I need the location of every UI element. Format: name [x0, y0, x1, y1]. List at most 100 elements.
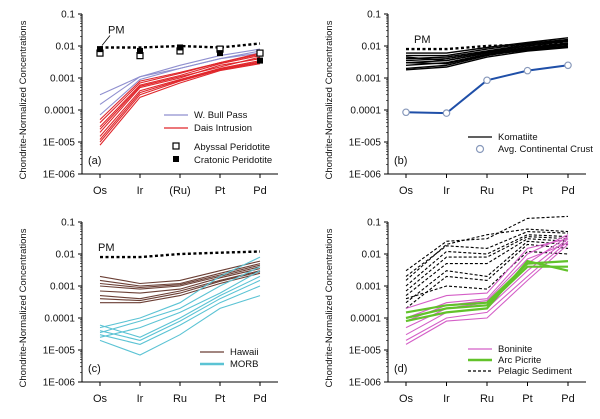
panel-label: (a)	[88, 155, 101, 167]
y-tick-label: 0.1	[367, 218, 381, 229]
series-line-morb	[99, 275, 261, 338]
cratonic-point	[137, 47, 143, 54]
legend-label: Abyssal Peridotite	[194, 142, 270, 153]
series-line-komatiite	[405, 46, 569, 65]
x-tick-label: Ru	[480, 185, 494, 197]
series-line-dais-intrusion	[99, 61, 261, 140]
series-line-komatiite	[405, 46, 569, 71]
cratonic-point	[257, 57, 263, 64]
y-tick-label: 0.001	[50, 282, 75, 293]
series-line-dais-intrusion	[99, 60, 261, 137]
x-tick-label: Pt	[215, 185, 225, 197]
legend-label: Boninite	[498, 344, 532, 355]
x-tick-label: Ru	[173, 393, 187, 405]
y-tick-label: 1E-005	[43, 138, 76, 149]
series-line-komatiite	[406, 38, 569, 57]
continental-crust-point	[402, 108, 410, 117]
series-line-morb	[99, 266, 261, 334]
y-tick-label: 0.01	[362, 250, 382, 261]
legend-label: Hawaii	[230, 347, 259, 358]
x-tick-label: Pt	[522, 393, 532, 405]
y-tick-label: 0.1	[61, 218, 75, 229]
x-tick-label: Ru	[480, 393, 494, 405]
y-axis-label: Chondrite-Normalized Concentrations	[324, 20, 335, 179]
y-tick-label: 1E-005	[43, 346, 76, 357]
series-line-komatiite	[405, 42, 569, 62]
x-tick-label: Ir	[443, 185, 450, 197]
series-line-pelagic-sediment	[405, 250, 569, 300]
x-tick-label: Pd	[561, 185, 574, 197]
panel-d: 1E-006 1E-005 0.0001 0.001 0.01 0.1 Os Ir Ru Pt Pd…	[324, 215, 586, 405]
series-line-morb	[99, 295, 261, 356]
series-line-hawaii	[99, 271, 261, 302]
x-tick-label: Pt	[522, 185, 532, 197]
series-line-pelagic-sediment	[405, 236, 569, 292]
series-line-pelagic-sediment	[405, 240, 569, 304]
y-tick-label: 0.0001	[44, 106, 75, 117]
series-line-pelagic-sediment	[405, 231, 569, 277]
y-tick-label: 0.01	[56, 42, 76, 53]
legend-label: W. Bull Pass	[194, 110, 248, 121]
legend-label: Dais Intrusion	[194, 123, 252, 134]
x-tick-label: Os	[93, 393, 108, 405]
series-line-morb	[99, 270, 261, 338]
y-tick-label: 0.1	[367, 10, 381, 21]
series-line-dais-intrusion	[99, 63, 261, 146]
continental-crust-point	[564, 61, 572, 70]
legend-label: Avg. Continental Crust	[498, 144, 593, 155]
legend-label: MORB	[230, 359, 259, 370]
y-tick-label: 0.01	[56, 250, 76, 261]
panel-a: 1E-006 1E-005 0.0001 0.001 0.01 0.1 Os Ir (Ru) Pt…	[18, 10, 278, 197]
series-line-boninite	[405, 243, 569, 345]
series-line-dais-intrusion	[99, 53, 261, 124]
panel-c: 1E-006 1E-005 0.0001 0.001 0.01 0.1 Os Ir Ru Pt Pd…	[18, 218, 278, 405]
panel-label: (c)	[88, 363, 101, 375]
y-tick-label: 0.0001	[44, 314, 75, 325]
y-tick-label: 0.001	[356, 282, 381, 293]
series-line-morb	[99, 256, 261, 329]
pm-line	[100, 250, 261, 259]
abyssal-point	[256, 49, 264, 57]
x-tick-label: Ir	[137, 185, 144, 197]
x-tick-label: Ir	[137, 393, 144, 405]
x-tick-label: Pt	[215, 393, 225, 405]
series-line-dais-intrusion	[99, 56, 261, 130]
legend-swatch	[173, 156, 179, 162]
y-tick-label: 0.01	[362, 42, 382, 53]
legend-swatch	[172, 142, 180, 150]
legend-swatch	[475, 144, 485, 154]
legend-label: Komatiite	[498, 132, 538, 143]
x-tick-label: Os	[399, 185, 414, 197]
legend-label: Arc Picrite	[498, 355, 541, 366]
x-tick-label: Ir	[443, 393, 450, 405]
continental-crust-point	[523, 66, 532, 75]
series-line-pelagic-sediment	[405, 238, 569, 297]
series-line-arc-picrite	[405, 259, 569, 323]
series-line-pelagic-sediment	[405, 228, 569, 281]
series-line-arc-picrite	[405, 265, 568, 320]
y-tick-label: 0.1	[61, 10, 75, 21]
y-axis-label: Chondrite-Normalized Concentrations	[324, 228, 335, 387]
continental-crust-point	[483, 76, 491, 85]
y-tick-label: 1E-006	[349, 378, 382, 389]
series-line-dais-intrusion	[99, 62, 261, 143]
y-tick-label: 1E-006	[43, 170, 76, 181]
series-line-hawaii	[99, 270, 261, 300]
y-tick-label: 0.0001	[350, 106, 381, 117]
series-line-morb	[99, 279, 261, 341]
y-axis-label: Chondrite-Normalized Concentrations	[18, 20, 29, 179]
pm-label: PM	[108, 24, 125, 36]
series-line-dais-intrusion	[99, 58, 261, 133]
continental-crust-line	[405, 64, 569, 115]
y-tick-label: 1E-006	[43, 378, 76, 389]
y-tick-label: 1E-005	[349, 138, 382, 149]
series-line-arc-picrite	[405, 260, 569, 314]
legend-label: Cratonic Peridotite	[194, 155, 272, 166]
series-line-hawaii	[99, 268, 261, 294]
series-line-dais-intrusion	[99, 55, 261, 128]
series-line-boninite	[405, 238, 569, 309]
x-tick-label: Pd	[253, 393, 266, 405]
series-line-w-bull-pass	[99, 48, 261, 105]
series-line-w-bull-pass	[99, 52, 261, 116]
